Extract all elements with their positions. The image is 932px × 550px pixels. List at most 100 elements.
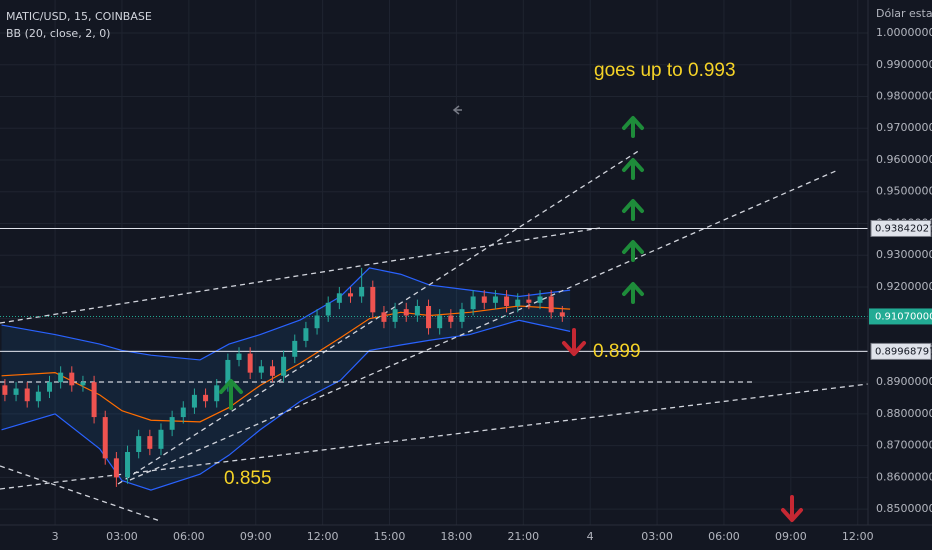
x-tick-label: 3 (52, 530, 59, 543)
candle-body (136, 436, 142, 452)
candle-body (336, 293, 342, 303)
y-tick-label: 0.85000000 (876, 502, 932, 515)
y-tick-label: 0.98000000 (876, 89, 932, 102)
candle-body (426, 305, 432, 329)
x-tick-label: 06:00 (173, 530, 205, 543)
band-line (1, 305, 571, 423)
annotation: 0.855 (224, 468, 272, 489)
candle-body (58, 372, 64, 383)
x-tick-label: 12:00 (307, 530, 339, 543)
candle-body (225, 359, 231, 386)
annotation: goes up to 0.993 (594, 60, 736, 81)
trend-line (117, 149, 641, 485)
candle-body (236, 353, 242, 360)
candle-body (515, 299, 521, 306)
candle-body (559, 312, 565, 317)
band-line (1, 319, 571, 491)
candle-body (102, 417, 108, 459)
candle-body (359, 286, 365, 297)
candle-body (526, 299, 532, 303)
trend-line (129, 169, 839, 481)
candle-body (481, 296, 487, 303)
candle-body (403, 309, 409, 316)
candle-body (258, 366, 264, 373)
candle-body (269, 366, 275, 376)
candle-body (548, 296, 554, 313)
candle-body (537, 296, 543, 303)
price-tag-label: 0.93842027 (875, 223, 932, 234)
candle-body (46, 382, 52, 392)
candle-body (381, 312, 387, 322)
y-tick-label: 1.00000000 (876, 26, 932, 39)
candle-body (80, 382, 86, 386)
x-tick-label: 03:00 (106, 530, 138, 543)
candle-body (370, 286, 376, 313)
price-tag-label: 0.89968797 (875, 346, 932, 357)
chart-title: MATIC/USD, 15, COINBASE (6, 10, 152, 23)
axes: 1.00000000 0.99000000 0.98000000 0.97000000… (52, 26, 932, 543)
candle-body (147, 436, 153, 449)
candle-body (314, 315, 320, 329)
x-tick-label: 03:00 (641, 530, 673, 543)
up-arrow (622, 199, 644, 221)
up-arrow (622, 240, 644, 262)
trend-line (0, 465, 161, 522)
price-tag-label: 0.91070000 (875, 311, 932, 322)
x-tick-label: 09:00 (240, 530, 272, 543)
y-tick-label: 0.97000000 (876, 121, 932, 134)
candle-body (113, 458, 119, 478)
candle-body (180, 407, 186, 418)
candle-body (459, 309, 465, 322)
candle-body (125, 451, 131, 478)
down-arrow (781, 495, 803, 522)
candles (2, 267, 565, 487)
up-arrow (219, 379, 243, 410)
candle-body (347, 293, 353, 297)
candle-body (281, 356, 287, 376)
candle-body (35, 391, 41, 402)
trend-lines (0, 149, 869, 522)
candle-body (325, 302, 331, 316)
axis-currency: Dólar estadou (876, 7, 932, 20)
y-tick-label: 0.88000000 (876, 407, 932, 420)
candle-body (2, 385, 8, 395)
x-tick-label: 09:00 (775, 530, 807, 543)
price-lines (0, 227, 868, 352)
x-tick-label: 18:00 (441, 530, 473, 543)
scroll-icon[interactable] (452, 105, 462, 115)
candle-body (504, 296, 510, 306)
x-tick-label: 21:00 (507, 530, 539, 543)
candle-body (191, 394, 197, 408)
candle-body (470, 296, 476, 310)
candle-body (69, 372, 75, 386)
price-tag (869, 308, 932, 325)
candle-body (247, 353, 253, 373)
y-tick-label: 0.87000000 (876, 439, 932, 452)
y-tick-label: 0.99000000 (876, 58, 932, 71)
y-tick-label: 0.93000000 (876, 248, 932, 261)
indicator-label: BB (20, close, 2, 0) (6, 27, 110, 40)
candle-body (169, 417, 175, 430)
price-tag (870, 219, 932, 237)
up-arrow (622, 282, 644, 304)
candle-body (292, 340, 298, 357)
candle-body (214, 385, 220, 402)
arrows (219, 116, 803, 522)
candle-body (437, 315, 443, 329)
price-axis (868, 0, 932, 550)
trend-line (0, 227, 601, 324)
x-tick-label: 4 (587, 530, 594, 543)
x-tick-label: 15:00 (374, 530, 406, 543)
candle-body (13, 388, 19, 395)
trend-line (0, 383, 869, 490)
candle-body (414, 305, 420, 316)
y-tick-label: 0.92000000 (876, 280, 932, 293)
up-arrow (622, 158, 644, 180)
y-tick-label: 0.96000000 (876, 153, 932, 166)
price-tag (870, 342, 932, 360)
candle-body (492, 296, 498, 303)
candle-body (91, 382, 97, 418)
up-arrow (622, 116, 644, 138)
x-tick-label: 12:00 (842, 530, 874, 543)
